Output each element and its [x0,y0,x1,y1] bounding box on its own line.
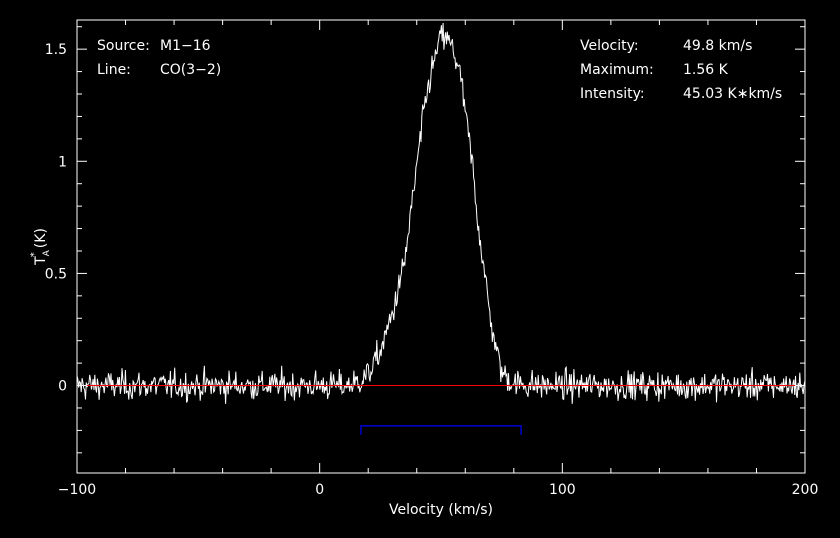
info-right-value: 1.56 K [683,62,729,78]
svg-text:TA*(K): TA* (K) [29,228,52,266]
x-axis-label: Velocity (km/s) [389,502,493,518]
x-tick-label: 200 [792,482,819,498]
tick-labels: −100 0 100 200 0 0.5 1 1.5 [45,42,819,498]
spectrum-line [76,22,806,404]
info-left-key: Line: [97,62,131,78]
info-right-value: 45.03 K∗km/s [683,86,782,102]
info-left-value: CO(3−2) [160,62,221,78]
info-right-key: Velocity: [580,38,639,54]
info-panel-right: Velocity: 49.8 km/s Maximum: 1.56 K Intensit… [580,38,782,102]
y-tick-label: 0 [58,379,67,395]
integration-window-bracket [360,425,522,435]
info-right-key: Intensity: [580,86,645,102]
y-tick-label: 0.5 [45,266,67,282]
x-tick-label: 100 [549,482,576,498]
x-tick-label: 0 [315,482,324,498]
info-right-key: Maximum: [580,62,654,78]
y-tick-label: 1.5 [45,42,67,58]
axis-ticks [76,20,806,473]
info-panel-left: Source: M1−16 Line: CO(3−2) [97,38,221,78]
info-left-key: Source: [97,38,150,54]
y-axis-label-symbol: T [33,256,49,266]
y-axis-label-superscript: * [29,252,40,257]
info-left-value: M1−16 [160,38,211,54]
info-right-value: 49.8 km/s [683,38,752,54]
y-axis-label-unit: (K) [33,228,49,248]
plot-frame [76,19,806,474]
y-axis-label-subscript: A [42,249,52,256]
x-tick-label: −100 [58,482,96,498]
y-axis-label: TA* (K) [29,228,52,266]
plot-data-layer [76,22,806,435]
y-tick-label: 1 [58,154,67,170]
